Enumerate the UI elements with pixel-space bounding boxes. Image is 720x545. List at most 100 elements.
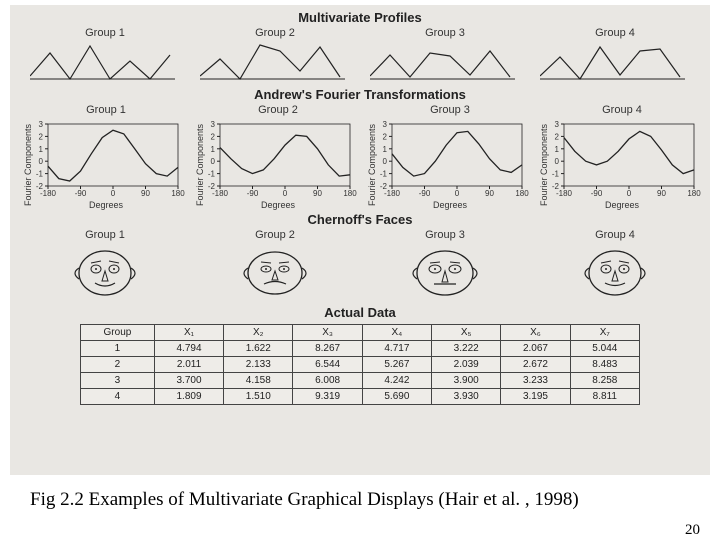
fourier-chart: -2-10123-180-90090180 [198, 118, 358, 198]
fourier-xlabel: Degrees [605, 200, 639, 210]
chernoff-panel-3: Group 3 [366, 229, 524, 303]
svg-text:180: 180 [687, 189, 701, 198]
table-row: 33.7004.1586.0084.2423.9003.2338.258 [81, 373, 640, 389]
table-cell: 8.811 [570, 389, 639, 405]
fourier-panel-3: Fourier ComponentsGroup 3-2-10123-180-90… [370, 104, 530, 210]
table-header: X₆ [501, 325, 570, 341]
fourier-ylabel: Fourier Components [539, 124, 549, 206]
table-cell: 2.067 [501, 341, 570, 357]
figure-region: Multivariate Profiles Group 1 Group 2 Grou… [10, 5, 710, 475]
chernoff-panel-4: Group 4 [536, 229, 694, 303]
svg-text:1: 1 [555, 145, 560, 154]
fourier-label: Group 1 [86, 104, 126, 116]
profile-label: Group 3 [425, 27, 465, 39]
svg-text:3: 3 [383, 120, 388, 129]
chernoff-panel-2: Group 2 [196, 229, 354, 303]
svg-text:-180: -180 [212, 189, 229, 198]
table-cell: 9.319 [293, 389, 362, 405]
table-cell: 3.233 [501, 373, 570, 389]
fourier-chart: -2-10123-180-90090180 [542, 118, 702, 198]
fourier-ylabel: Fourier Components [23, 124, 33, 206]
chernoff-face [220, 243, 330, 303]
svg-text:90: 90 [657, 189, 666, 198]
table-title: Actual Data [18, 305, 702, 320]
table-cell: 4 [81, 389, 155, 405]
page-number: 20 [685, 522, 700, 539]
table-cell: 3.900 [432, 373, 501, 389]
table-cell: 3.222 [432, 341, 501, 357]
svg-text:0: 0 [283, 189, 288, 198]
svg-text:3: 3 [555, 120, 560, 129]
chernoff-face [50, 243, 160, 303]
chernoff-label: Group 4 [595, 229, 635, 241]
table-header: X₄ [362, 325, 431, 341]
fourier-chart: -2-10123-180-90090180 [370, 118, 530, 198]
table-header: X₃ [293, 325, 362, 341]
svg-text:-90: -90 [75, 189, 87, 198]
svg-text:1: 1 [383, 145, 388, 154]
table-cell: 5.690 [362, 389, 431, 405]
fourier-xlabel: Degrees [433, 200, 467, 210]
svg-text:0: 0 [211, 157, 216, 166]
fourier-row: Fourier ComponentsGroup 1-2-10123-180-90… [18, 104, 702, 210]
svg-text:-1: -1 [208, 170, 216, 179]
svg-text:90: 90 [485, 189, 494, 198]
svg-text:2: 2 [39, 132, 44, 141]
fourier-xlabel: Degrees [89, 200, 123, 210]
svg-text:0: 0 [39, 157, 44, 166]
table-cell: 3.195 [501, 389, 570, 405]
svg-text:2: 2 [383, 132, 388, 141]
table-cell: 1 [81, 341, 155, 357]
table-row: 22.0112.1336.5445.2672.0392.6728.483 [81, 357, 640, 373]
table-cell: 2.672 [501, 357, 570, 373]
table-cell: 2.011 [154, 357, 223, 373]
svg-text:90: 90 [313, 189, 322, 198]
svg-text:-1: -1 [36, 170, 44, 179]
profile-panel-2: Group 2 [196, 27, 354, 83]
profile-label: Group 4 [595, 27, 635, 39]
svg-text:90: 90 [141, 189, 150, 198]
svg-text:-90: -90 [591, 189, 603, 198]
table-cell: 3 [81, 373, 155, 389]
svg-text:-180: -180 [40, 189, 57, 198]
profile-chart [30, 41, 180, 83]
svg-text:0: 0 [555, 157, 560, 166]
svg-text:-90: -90 [247, 189, 259, 198]
profiles-title: Multivariate Profiles [18, 10, 702, 25]
svg-text:-90: -90 [419, 189, 431, 198]
chernoff-title: Chernoff's Faces [18, 212, 702, 227]
svg-text:-1: -1 [380, 170, 388, 179]
table-cell: 4.717 [362, 341, 431, 357]
fourier-xlabel: Degrees [261, 200, 295, 210]
svg-text:0: 0 [627, 189, 632, 198]
table-cell: 3.700 [154, 373, 223, 389]
svg-text:-180: -180 [384, 189, 401, 198]
table-cell: 1.510 [224, 389, 293, 405]
table-cell: 4.242 [362, 373, 431, 389]
table-cell: 2.133 [224, 357, 293, 373]
chernoff-label: Group 3 [425, 229, 465, 241]
fourier-label: Group 3 [430, 104, 470, 116]
chernoff-face [390, 243, 500, 303]
table-cell: 5.044 [570, 341, 639, 357]
svg-text:-180: -180 [556, 189, 573, 198]
fourier-panel-2: Fourier ComponentsGroup 2-2-10123-180-90… [198, 104, 358, 210]
table-cell: 6.544 [293, 357, 362, 373]
table-cell: 2.039 [432, 357, 501, 373]
svg-text:2: 2 [555, 132, 560, 141]
table-header: X₇ [570, 325, 639, 341]
profile-label: Group 2 [255, 27, 295, 39]
fourier-ylabel: Fourier Components [195, 124, 205, 206]
fourier-ylabel: Fourier Components [367, 124, 377, 206]
profile-panel-3: Group 3 [366, 27, 524, 83]
svg-text:0: 0 [383, 157, 388, 166]
profile-chart [370, 41, 520, 83]
actual-data-table: GroupX₁X₂X₃X₄X₅X₆X₇14.7941.6228.2674.717… [80, 324, 640, 405]
fourier-label: Group 4 [602, 104, 642, 116]
table-cell: 8.258 [570, 373, 639, 389]
svg-text:0: 0 [455, 189, 460, 198]
fourier-panel-1: Fourier ComponentsGroup 1-2-10123-180-90… [26, 104, 186, 210]
svg-text:-1: -1 [552, 170, 560, 179]
chernoff-face [560, 243, 670, 303]
svg-text:2: 2 [211, 132, 216, 141]
